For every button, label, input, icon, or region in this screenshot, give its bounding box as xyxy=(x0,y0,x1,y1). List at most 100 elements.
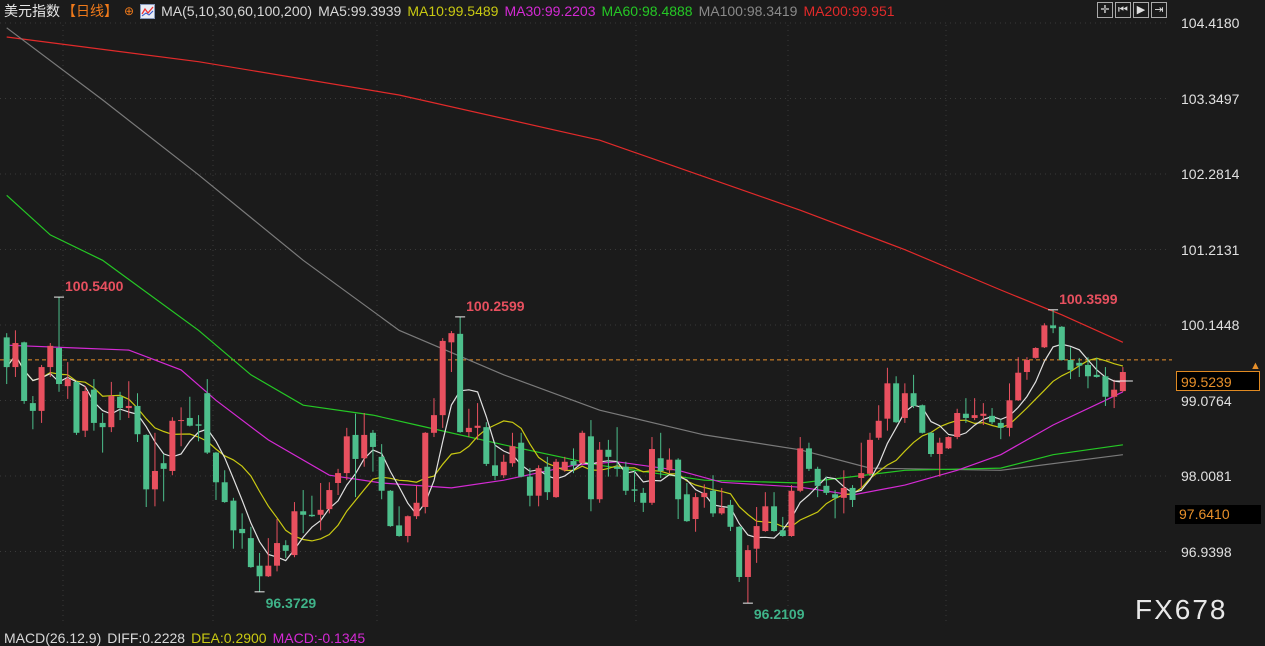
candle-up xyxy=(265,565,272,577)
ma200-value: MA200:99.951 xyxy=(803,3,895,19)
candle-down xyxy=(282,545,289,551)
candle-up xyxy=(1041,325,1048,348)
candle-up xyxy=(439,340,446,416)
candle-down xyxy=(910,393,917,406)
candlestick-chart[interactable] xyxy=(0,0,1172,625)
candle-up xyxy=(1023,360,1030,373)
candle-up xyxy=(274,543,281,566)
candle-down xyxy=(849,487,856,500)
candle-up xyxy=(422,432,429,508)
macd-dea: DEA:0.2900 xyxy=(191,630,267,646)
candle-up xyxy=(448,333,455,343)
candle-down xyxy=(605,449,612,457)
ma-params[interactable]: MA(5,10,30,60,100,200) xyxy=(161,3,313,19)
candle-down xyxy=(300,511,307,515)
candle-down xyxy=(928,432,935,455)
candle-down xyxy=(143,434,150,490)
candle-down xyxy=(727,504,734,527)
crosshair-circle-icon[interactable]: ⊕ xyxy=(124,4,135,18)
candle-up xyxy=(169,420,176,471)
candle-down xyxy=(1058,326,1065,361)
candle-down xyxy=(832,494,839,498)
step-back-icon[interactable]: ⏮ xyxy=(1115,2,1131,18)
macd-params[interactable]: MACD(26.12.9) xyxy=(4,630,102,646)
candle-down xyxy=(378,456,385,491)
candle-down xyxy=(212,452,219,483)
candle-up xyxy=(291,511,298,556)
period-selector[interactable]: 【日线】 xyxy=(62,3,118,19)
candle-up xyxy=(553,461,560,498)
candle-up xyxy=(901,393,908,418)
candle-down xyxy=(526,476,533,496)
candle-down xyxy=(352,434,359,459)
candle-up xyxy=(701,492,708,498)
candle-up xyxy=(509,446,516,464)
candle-up xyxy=(404,516,411,536)
candle-down xyxy=(186,417,193,426)
candle-down xyxy=(221,482,228,503)
candle-down xyxy=(805,448,812,469)
candle-up xyxy=(465,427,472,433)
candle-down xyxy=(631,489,638,491)
candle-up xyxy=(38,367,45,411)
exit-icon[interactable]: ⇥ xyxy=(1151,2,1167,18)
candle-down xyxy=(1067,360,1074,370)
price-tick-label: 103.3497 xyxy=(1181,90,1240,107)
high-price-label: 100.3599 xyxy=(1059,290,1118,307)
price-tick-label: 101.2131 xyxy=(1181,241,1240,258)
macd-legend: MACD(26.12.9) DIFF:0.2228 DEA:0.2900 MAC… xyxy=(4,630,365,646)
candle-up xyxy=(596,449,603,500)
candle-down xyxy=(160,463,167,469)
candle-up xyxy=(47,345,54,368)
ma10-value: MA10:99.5489 xyxy=(407,3,499,19)
candle-up xyxy=(1119,372,1126,392)
ma100-line xyxy=(6,27,1123,471)
candle-down xyxy=(99,422,106,428)
candle-down xyxy=(1076,362,1083,366)
candle-down xyxy=(492,465,499,476)
candle-up xyxy=(151,470,158,490)
candle-down xyxy=(1093,374,1100,377)
candle-down xyxy=(657,458,664,471)
indicator-chart-icon[interactable] xyxy=(140,3,156,19)
candle-down xyxy=(387,490,394,527)
candle-down xyxy=(396,525,403,536)
candle-up xyxy=(744,550,751,577)
candle-down xyxy=(640,492,647,503)
last-price-label: 99.5239 xyxy=(1176,371,1260,391)
chart-header: 美元指数 【日线】 ⊕ MA(5,10,30,60,100,200) MA5:9… xyxy=(4,2,895,20)
candle-down xyxy=(518,442,525,477)
candle-up xyxy=(430,415,437,433)
candle-up xyxy=(954,413,961,438)
scroll-up-arrow-icon[interactable]: ▲ xyxy=(1250,360,1261,372)
candle-up xyxy=(666,459,673,471)
candle-up xyxy=(361,434,368,459)
candle-up xyxy=(474,425,481,428)
candle-down xyxy=(544,466,551,493)
candle-up xyxy=(788,490,795,536)
candle-down xyxy=(117,396,124,409)
candle-down xyxy=(195,424,202,426)
low-price-label: 96.2109 xyxy=(753,606,805,623)
candle-down xyxy=(90,389,97,423)
ma200-line xyxy=(6,36,1124,343)
candle-down xyxy=(204,393,211,453)
candle-up xyxy=(12,343,19,368)
candle-down xyxy=(230,500,237,531)
candle-up xyxy=(335,473,342,483)
candle-down xyxy=(779,530,786,536)
crosshair-icon[interactable]: ✛ xyxy=(1097,2,1113,18)
candle-up xyxy=(762,506,769,532)
candle-up xyxy=(797,448,804,491)
candle-up xyxy=(971,415,978,418)
low-price-label: 96.3729 xyxy=(265,594,317,611)
price-tick-label: 98.0081 xyxy=(1181,468,1232,485)
play-icon[interactable]: ▶ xyxy=(1133,2,1149,18)
candle-down xyxy=(683,494,690,522)
candle-up xyxy=(317,509,324,515)
chart-toolbar: ✛ ⏮ ▶ ⇥ xyxy=(1097,2,1167,18)
watermark-logo: FX678 xyxy=(1135,594,1228,625)
candle-down xyxy=(771,506,778,532)
candle-down xyxy=(675,459,682,500)
price-tick-label: 96.9398 xyxy=(1181,543,1232,560)
